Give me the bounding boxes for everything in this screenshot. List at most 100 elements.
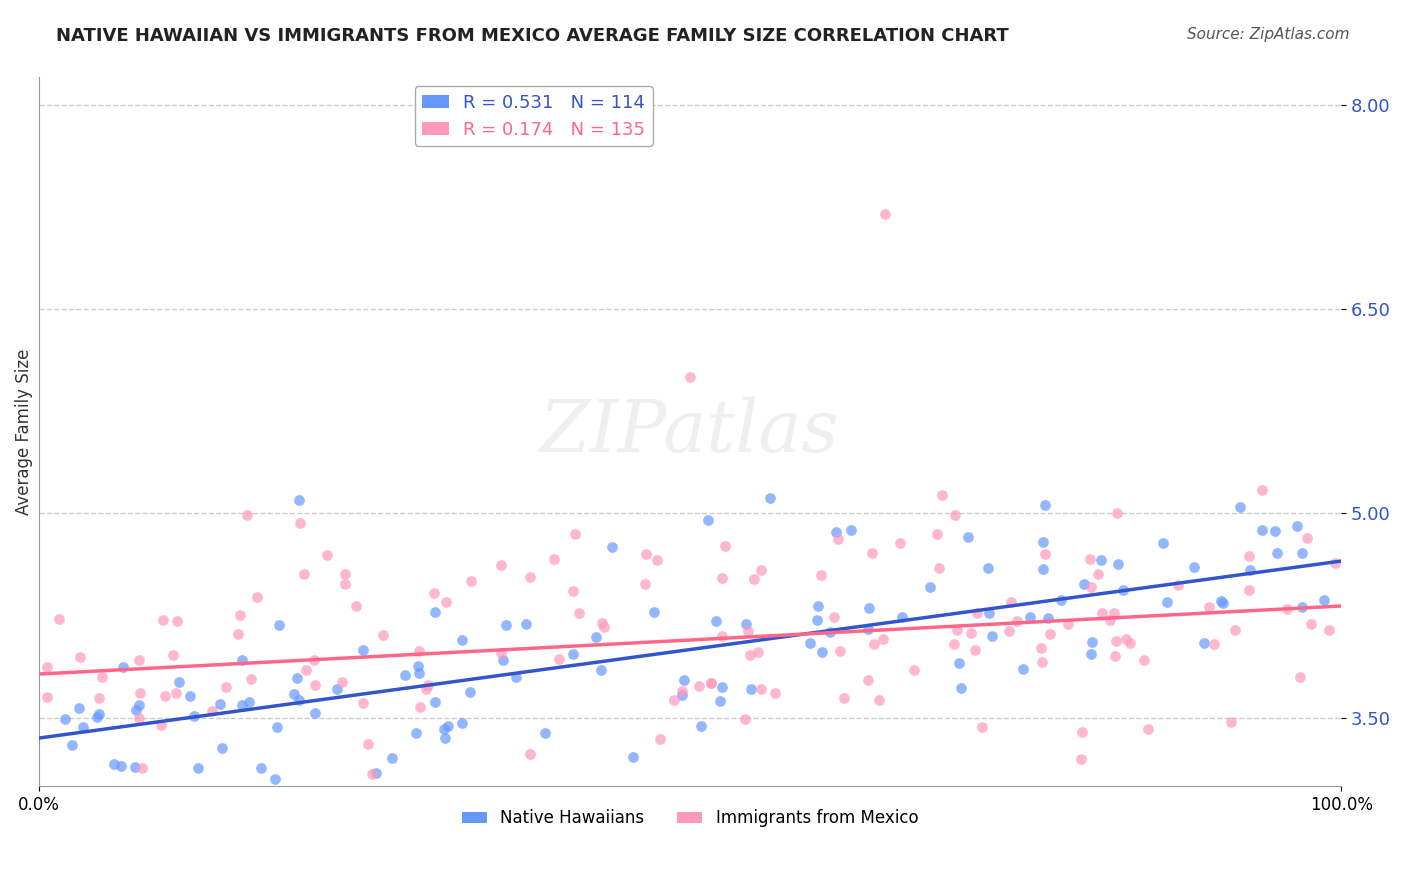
Point [226, 627, 249, 641]
Point [679, 370, 702, 384]
Point [1265, 546, 1288, 560]
Point [1299, 617, 1322, 632]
Point [1251, 483, 1274, 497]
Point [356, 737, 378, 751]
Point [970, 720, 993, 734]
Point [344, 599, 367, 613]
Point [1118, 635, 1140, 649]
Point [515, 617, 537, 632]
Point [672, 673, 695, 687]
Point [437, 719, 460, 733]
Point [1289, 670, 1312, 684]
Point [112, 660, 135, 674]
Point [889, 536, 911, 550]
Point [287, 692, 309, 706]
Point [960, 626, 983, 640]
Point [1104, 648, 1126, 663]
Point [103, 757, 125, 772]
Point [1317, 623, 1340, 637]
Point [1032, 562, 1054, 576]
Point [1264, 524, 1286, 538]
Point [1057, 617, 1080, 632]
Point [128, 685, 150, 699]
Point [568, 607, 591, 621]
Point [89, 691, 111, 706]
Point [1167, 578, 1189, 592]
Point [890, 610, 912, 624]
Point [1102, 606, 1125, 620]
Point [700, 676, 723, 690]
Point [872, 632, 894, 646]
Point [433, 722, 456, 736]
Point [956, 530, 979, 544]
Point [740, 648, 762, 663]
Point [405, 725, 427, 739]
Point [415, 682, 437, 697]
Point [740, 681, 762, 696]
Point [1223, 623, 1246, 637]
Point [591, 663, 613, 677]
Point [304, 652, 326, 666]
Point [166, 615, 188, 629]
Point [433, 731, 456, 745]
Point [162, 648, 184, 663]
Point [711, 680, 734, 694]
Point [671, 688, 693, 702]
Text: NATIVE HAWAIIAN VS IMMIGRANTS FROM MEXICO AVERAGE FAMILY SIZE CORRELATION CHART: NATIVE HAWAIIAN VS IMMIGRANTS FROM MEXIC… [56, 27, 1010, 45]
Point [1078, 551, 1101, 566]
Point [1324, 556, 1347, 570]
Point [1285, 519, 1308, 533]
Point [381, 751, 404, 765]
Point [709, 694, 731, 708]
Point [434, 595, 457, 609]
Point [1007, 614, 1029, 628]
Point [183, 709, 205, 723]
Point [186, 761, 208, 775]
Point [229, 608, 252, 623]
Point [810, 645, 832, 659]
Point [1112, 583, 1135, 598]
Point [747, 645, 769, 659]
Point [361, 767, 384, 781]
Point [737, 624, 759, 638]
Point [425, 605, 447, 619]
Point [1070, 751, 1092, 765]
Point [561, 584, 583, 599]
Point [1152, 535, 1174, 549]
Point [1039, 627, 1062, 641]
Point [131, 761, 153, 775]
Point [981, 629, 1004, 643]
Point [201, 704, 224, 718]
Point [333, 567, 356, 582]
Point [863, 637, 886, 651]
Point [1080, 635, 1102, 649]
Point [832, 690, 855, 705]
Point [1182, 559, 1205, 574]
Point [931, 488, 953, 502]
Point [977, 606, 1000, 620]
Point [640, 789, 662, 803]
Point [371, 627, 394, 641]
Point [734, 617, 756, 632]
Point [60, 738, 83, 752]
Point [1107, 506, 1129, 520]
Point [128, 653, 150, 667]
Point [288, 492, 311, 507]
Point [394, 668, 416, 682]
Point [458, 685, 481, 699]
Point [231, 698, 253, 713]
Point [600, 540, 623, 554]
Point [704, 615, 727, 629]
Point [288, 516, 311, 531]
Point [1011, 662, 1033, 676]
Point [839, 523, 862, 537]
Point [352, 696, 374, 710]
Point [925, 527, 948, 541]
Y-axis label: Average Family Size: Average Family Size [15, 349, 32, 515]
Point [165, 686, 187, 700]
Point [1070, 724, 1092, 739]
Point [621, 749, 644, 764]
Point [1018, 610, 1040, 624]
Point [664, 693, 686, 707]
Point [543, 551, 565, 566]
